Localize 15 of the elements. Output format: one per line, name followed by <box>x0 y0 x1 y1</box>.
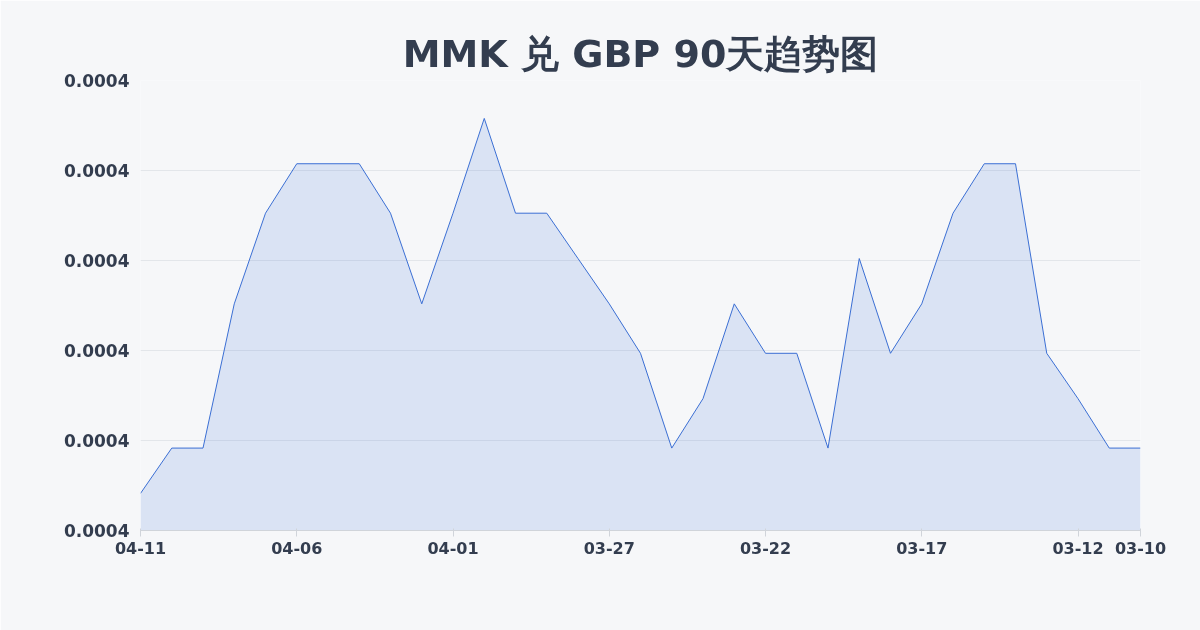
text: 0.0004 <box>63 341 130 361</box>
x-tick-label: 03-22 <box>739 538 792 558</box>
x-tick-label: 03-17 <box>896 538 948 558</box>
x-tick-label: 04-11 <box>114 538 167 558</box>
x-tick-label: 03-27 <box>583 538 635 558</box>
text: 0.0004 <box>63 161 130 181</box>
x-tick-label: 03-10 <box>1114 538 1167 558</box>
text: 0.0004 <box>63 251 130 271</box>
text: 0.0004 <box>63 71 130 91</box>
text: 0.0004 <box>63 521 130 541</box>
x-tick-label: 04-01 <box>427 538 479 558</box>
x-tick-label: 03-12 <box>1052 538 1104 558</box>
text: 0.0004 <box>63 431 130 451</box>
x-tick-label: 04-06 <box>271 538 323 558</box>
chart-title: MMK 兑 GBP 90天趋势图 <box>402 31 879 76</box>
